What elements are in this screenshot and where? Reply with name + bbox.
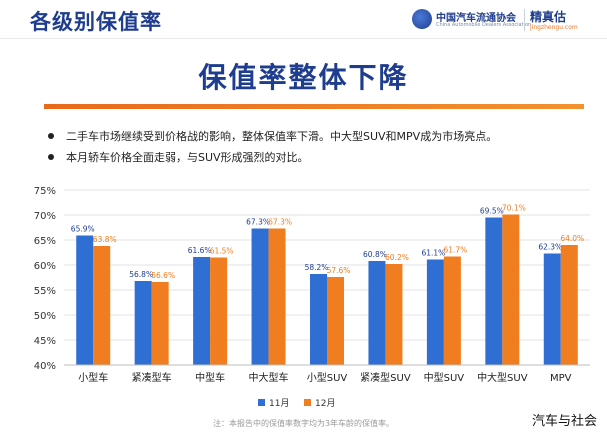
- x-tick-label: 紧凑型车: [132, 371, 172, 384]
- brand-url: jingzhengu.com: [530, 24, 578, 31]
- legend-label: 12月: [315, 398, 335, 409]
- bar: [268, 228, 286, 365]
- footnote: 注：本报告中的保值率数字均为3年车龄的保值率。: [212, 419, 395, 428]
- data-label: 57.6%: [327, 266, 351, 275]
- data-label: 70.1%: [502, 204, 526, 213]
- bullet-item: 本月轿车价格全面走弱，与SUV形成强烈的对比。: [44, 147, 604, 168]
- bar: [93, 246, 111, 365]
- x-tick-label: 中大型车: [249, 371, 289, 384]
- bar: [485, 217, 503, 365]
- data-label: 56.6%: [151, 271, 175, 280]
- legend-swatch: [258, 399, 265, 406]
- bullet-item: 二手车市场继续受到价格战的影响，整体保值率下滑。中大型SUV和MPV成为市场亮点…: [44, 126, 604, 147]
- bar: [193, 257, 211, 365]
- bar: [76, 235, 94, 365]
- logo-divider: [524, 9, 525, 31]
- bar: [426, 259, 444, 365]
- data-label: 64.0%: [560, 234, 584, 243]
- brand-name: 精真估: [530, 10, 567, 24]
- data-label: 62.3%: [538, 243, 562, 252]
- bar: [443, 256, 461, 365]
- association-subtitle: China Automobile Dealers Association: [436, 22, 532, 28]
- bar: [310, 274, 327, 365]
- data-label: 56.8%: [129, 270, 153, 279]
- bullet-dot-icon: [48, 133, 54, 139]
- data-label: 63.8%: [93, 235, 117, 244]
- y-tick-label: 50%: [34, 311, 56, 322]
- x-tick-label: 中大型SUV: [477, 371, 528, 384]
- bullet-list: 二手车市场继续受到价格战的影响，整体保值率下滑。中大型SUV和MPV成为市场亮点…: [44, 126, 604, 168]
- data-label: 69.5%: [480, 207, 504, 216]
- bar: [385, 264, 403, 365]
- bar: [543, 253, 561, 365]
- data-label: 61.7%: [443, 246, 467, 255]
- watermark-text: 汽车与社会: [529, 410, 599, 429]
- x-tick-label: 小型SUV: [307, 371, 348, 384]
- x-tick-label: 紧凑型SUV: [360, 371, 411, 384]
- page-title: 各级别保值率: [30, 10, 162, 34]
- bullet-text: 二手车市场继续受到价格战的影响，整体保值率下滑。中大型SUV和MPV成为市场亮点…: [66, 130, 498, 143]
- data-label: 67.3%: [246, 218, 270, 227]
- bar: [134, 281, 152, 365]
- bar: [151, 282, 169, 365]
- bar: [251, 228, 269, 365]
- association-name: 中国汽车流通协会: [436, 13, 516, 24]
- y-tick-label: 75%: [34, 186, 56, 197]
- bullet-dot-icon: [48, 154, 54, 160]
- data-label: 65.9%: [71, 225, 95, 234]
- data-label: 67.3%: [268, 218, 292, 227]
- y-tick-label: 45%: [34, 336, 56, 347]
- header-bar: 各级别保值率 中国汽车流通协会 China Automobile Dealers…: [0, 0, 607, 39]
- data-label: 61.1%: [421, 249, 445, 258]
- y-tick-label: 70%: [34, 211, 56, 222]
- data-label: 60.8%: [363, 250, 387, 259]
- data-label: 60.2%: [385, 253, 409, 262]
- association-logo-icon: [412, 9, 432, 29]
- y-tick-label: 55%: [34, 286, 56, 297]
- x-tick-label: 小型车: [78, 371, 108, 384]
- bar: [210, 257, 228, 365]
- x-tick-label: 中型车: [195, 371, 225, 384]
- y-tick-label: 65%: [34, 236, 56, 247]
- bar: [368, 261, 386, 365]
- logo-area: 中国汽车流通协会 China Automobile Dealers Associ…: [412, 6, 597, 34]
- x-tick-label: MPV: [550, 373, 572, 384]
- legend-label: 11月: [269, 398, 289, 409]
- bullet-text: 本月轿车价格全面走弱，与SUV形成强烈的对比。: [66, 151, 309, 164]
- data-label: 61.6%: [188, 246, 212, 255]
- legend-swatch: [304, 399, 311, 406]
- main-title: 保值率整体下降: [198, 61, 409, 94]
- y-tick-label: 60%: [34, 261, 56, 272]
- bar: [327, 277, 344, 365]
- y-tick-label: 40%: [34, 361, 56, 372]
- title-underline: [44, 104, 584, 109]
- bar: [560, 245, 578, 365]
- data-label: 61.5%: [210, 247, 234, 256]
- x-tick-label: 中型SUV: [424, 371, 465, 384]
- data-label: 58.2%: [305, 263, 329, 272]
- bar: [502, 214, 520, 365]
- bar-chart: 40% 45% 50% 55% 60% 65% 70% 75% 65.9%63.8% 小型车 56.…: [34, 186, 590, 409]
